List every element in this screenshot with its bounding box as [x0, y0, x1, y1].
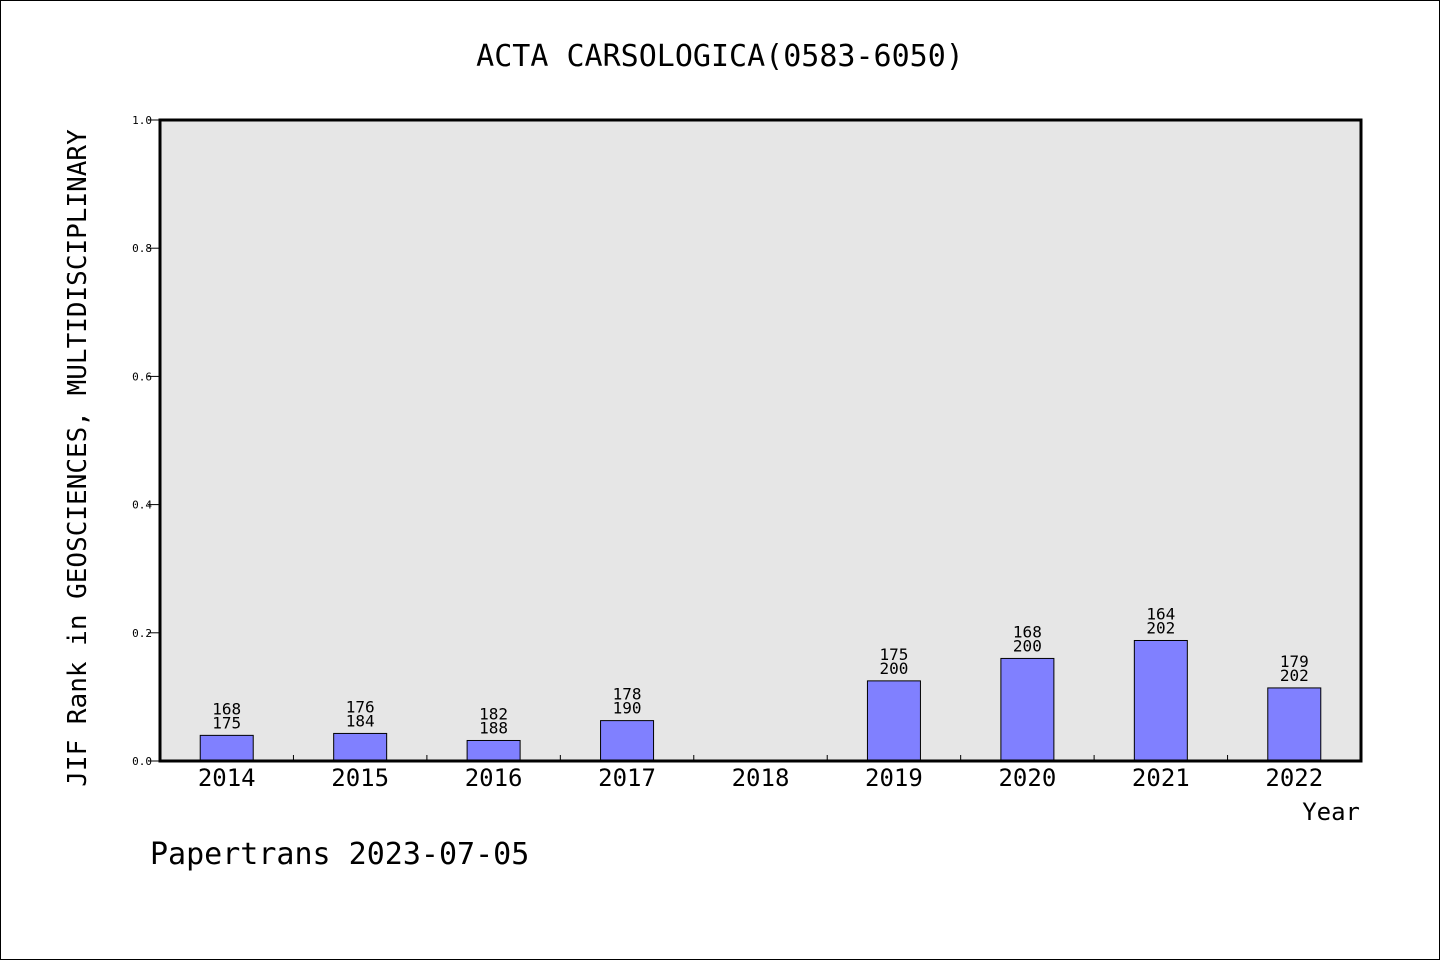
y-tick-label: 1.0	[132, 114, 152, 127]
y-axis-label: JIF Rank in GEOSCIENCES, MULTIDISCIPLINA…	[63, 129, 93, 787]
bar-rank-label: 182	[479, 704, 508, 723]
x-tick-label: 2019	[865, 764, 923, 792]
bar-total-label: 190	[613, 699, 642, 718]
x-tick-label: 2022	[1265, 764, 1323, 792]
bar-rank-label: 175	[879, 645, 908, 664]
bar-total-label: 202	[1280, 666, 1309, 685]
x-tick-label: 2016	[465, 764, 523, 792]
y-tick-label: 0.8	[132, 242, 152, 255]
x-tick-label: 2017	[598, 764, 656, 792]
y-tick-label: 0.4	[132, 499, 152, 512]
chart-title: ACTA CARSOLOGICA(0583-6050)	[476, 39, 964, 74]
y-tick-label: 0.0	[132, 755, 152, 768]
x-tick-label: 2020	[998, 764, 1056, 792]
x-tick-label: 2015	[331, 764, 389, 792]
bar-2016	[466, 739, 521, 762]
bar-total-label: 200	[1013, 636, 1042, 655]
x-tick-label: 2021	[1132, 764, 1190, 792]
bar-2020	[1000, 657, 1055, 762]
bar-total-label: 175	[212, 713, 241, 732]
bar-2014	[199, 734, 254, 762]
bar-2017	[600, 720, 655, 762]
x-tick-label: 2014	[198, 764, 256, 792]
bar-total-label: 200	[879, 659, 908, 678]
bar-2019	[866, 680, 921, 762]
ticks-layer: 0.0 0.2 0.4 0.6 0.8 1.0 2014 2015 2016 2017 2018 20…	[132, 114, 1323, 792]
plot-border	[158, 118, 1363, 763]
y-tick-label: 0.2	[132, 627, 152, 640]
x-tick-label: 2018	[732, 764, 790, 792]
bar-2022	[1267, 687, 1322, 762]
bar-rank-label: 168	[1013, 622, 1042, 641]
bar-rank-label: 168	[212, 699, 241, 718]
bar-rank-label: 179	[1280, 652, 1309, 671]
bar-total-label: 202	[1146, 618, 1175, 637]
y-tick-label: 0.6	[132, 370, 152, 383]
bar-total-label: 188	[479, 718, 508, 737]
bar-rank-label: 164	[1146, 604, 1175, 623]
bar-2015	[333, 732, 388, 762]
bar-total-label: 184	[346, 711, 375, 730]
bar-rank-label: 178	[613, 685, 642, 704]
bar-2021	[1133, 639, 1188, 762]
bar-rank-label: 176	[346, 697, 375, 716]
footer-note: Papertrans 2023-07-05	[150, 837, 529, 872]
x-axis-label: Year	[1302, 798, 1360, 826]
